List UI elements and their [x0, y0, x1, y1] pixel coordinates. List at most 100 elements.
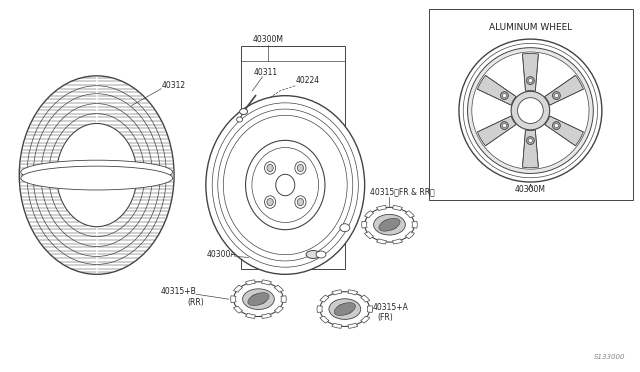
Polygon shape [361, 316, 370, 323]
Ellipse shape [381, 219, 397, 230]
Ellipse shape [21, 166, 173, 190]
Polygon shape [474, 98, 511, 123]
Polygon shape [405, 232, 415, 239]
Text: S133000: S133000 [594, 354, 626, 360]
Text: ALUMINUM WHEEL: ALUMINUM WHEEL [489, 23, 572, 32]
Ellipse shape [267, 199, 273, 206]
Ellipse shape [246, 140, 325, 230]
Polygon shape [275, 306, 284, 313]
Ellipse shape [264, 196, 276, 208]
Ellipse shape [554, 124, 559, 128]
Text: (RR): (RR) [187, 298, 204, 307]
Ellipse shape [252, 147, 319, 222]
Polygon shape [245, 280, 255, 285]
Ellipse shape [527, 137, 534, 144]
Ellipse shape [529, 139, 532, 142]
Text: 40311: 40311 [253, 68, 278, 77]
Polygon shape [492, 56, 524, 96]
Ellipse shape [502, 94, 506, 97]
Polygon shape [348, 290, 358, 295]
Text: 40300M: 40300M [253, 35, 284, 44]
Polygon shape [536, 56, 569, 96]
Polygon shape [361, 295, 370, 302]
Ellipse shape [552, 122, 561, 129]
Polygon shape [234, 306, 243, 313]
Ellipse shape [500, 122, 508, 129]
Ellipse shape [234, 282, 284, 317]
Ellipse shape [374, 214, 405, 235]
Ellipse shape [239, 109, 248, 115]
Text: 40315+A: 40315+A [372, 302, 408, 312]
Ellipse shape [212, 103, 358, 267]
Ellipse shape [243, 289, 275, 310]
Ellipse shape [223, 115, 347, 255]
Ellipse shape [297, 164, 303, 171]
Ellipse shape [21, 160, 173, 184]
Text: 40312: 40312 [161, 81, 186, 90]
Polygon shape [545, 116, 584, 146]
Ellipse shape [459, 39, 602, 182]
Polygon shape [332, 290, 342, 295]
Ellipse shape [340, 224, 350, 232]
Polygon shape [477, 76, 516, 105]
Ellipse shape [264, 162, 276, 174]
Polygon shape [536, 125, 569, 165]
Ellipse shape [306, 250, 320, 259]
Polygon shape [234, 285, 243, 292]
Polygon shape [262, 280, 271, 285]
Polygon shape [320, 316, 329, 323]
Polygon shape [412, 221, 417, 228]
Polygon shape [492, 125, 524, 165]
Polygon shape [230, 296, 236, 302]
Ellipse shape [472, 52, 589, 169]
Polygon shape [275, 285, 284, 292]
Ellipse shape [248, 293, 269, 306]
Text: 40300A: 40300A [207, 250, 237, 259]
Ellipse shape [518, 98, 543, 124]
Ellipse shape [250, 294, 266, 304]
Polygon shape [245, 313, 255, 318]
Polygon shape [317, 306, 323, 312]
Ellipse shape [329, 299, 361, 320]
Ellipse shape [56, 124, 137, 227]
Text: 40224: 40224 [295, 76, 319, 85]
Ellipse shape [295, 162, 306, 174]
Ellipse shape [320, 292, 370, 327]
Polygon shape [367, 306, 372, 312]
Polygon shape [405, 211, 415, 218]
Text: 40315〈FR & RR〉: 40315〈FR & RR〉 [370, 187, 435, 196]
Ellipse shape [365, 207, 414, 242]
Ellipse shape [527, 77, 534, 84]
Ellipse shape [463, 44, 598, 178]
Ellipse shape [554, 94, 559, 97]
Ellipse shape [500, 92, 508, 99]
Polygon shape [522, 130, 538, 168]
Ellipse shape [267, 164, 273, 171]
Ellipse shape [276, 174, 295, 196]
Ellipse shape [19, 76, 174, 274]
Polygon shape [477, 116, 516, 146]
Polygon shape [365, 232, 374, 239]
Ellipse shape [316, 251, 326, 258]
Polygon shape [545, 76, 584, 105]
Ellipse shape [206, 96, 365, 274]
Ellipse shape [218, 109, 353, 261]
Polygon shape [550, 98, 588, 123]
Ellipse shape [237, 117, 243, 122]
Ellipse shape [511, 91, 550, 130]
Ellipse shape [337, 304, 353, 314]
Ellipse shape [468, 48, 593, 173]
Ellipse shape [502, 124, 506, 128]
Polygon shape [348, 323, 358, 328]
Polygon shape [522, 54, 538, 91]
Ellipse shape [529, 78, 532, 83]
Text: (FR): (FR) [378, 312, 394, 321]
Polygon shape [362, 221, 367, 228]
Ellipse shape [295, 196, 306, 208]
Text: 40315+B: 40315+B [160, 287, 196, 296]
Polygon shape [376, 239, 387, 244]
Ellipse shape [552, 92, 561, 99]
Polygon shape [332, 323, 342, 328]
Bar [241, 46, 345, 269]
Polygon shape [365, 211, 374, 218]
